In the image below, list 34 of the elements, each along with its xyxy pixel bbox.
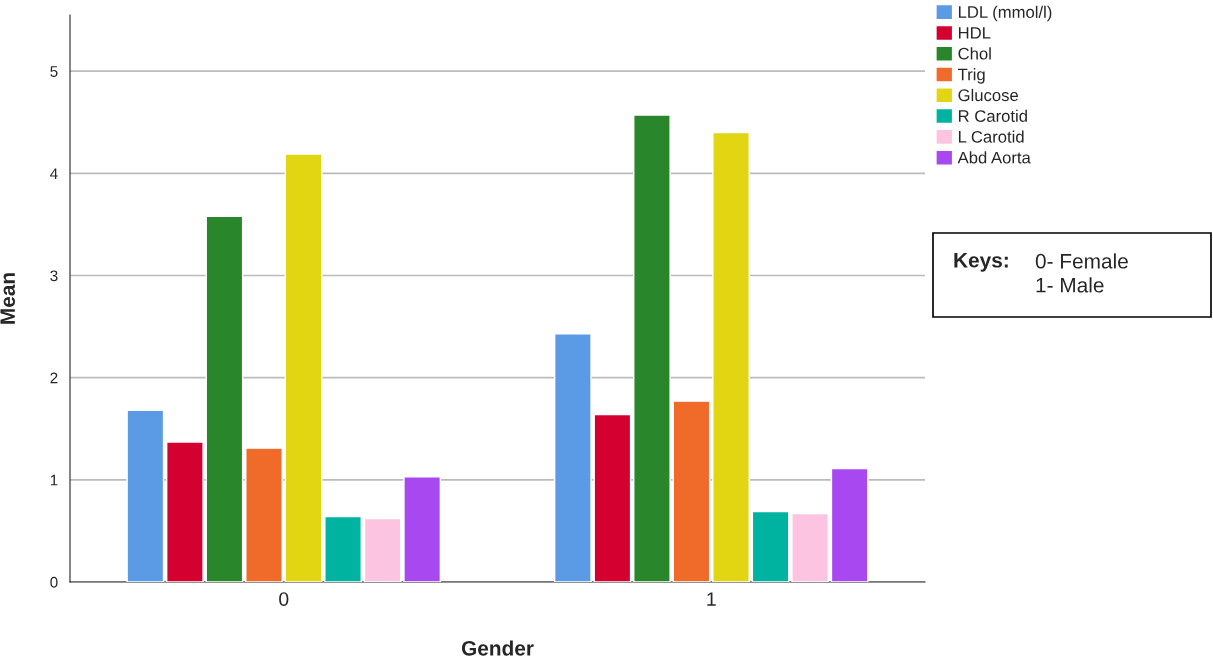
bar [363,517,402,582]
bar [245,447,283,582]
bar [324,515,362,582]
legend-label: LDL (mmol/l) [958,5,1052,22]
text: Keys: [954,253,1008,272]
y-tick-label: 0 [50,576,58,588]
bar [166,441,204,582]
bar [672,400,711,582]
bar [284,153,323,582]
bar [553,333,592,582]
y-tick-label: 4 [50,168,58,179]
bar [126,409,165,582]
y-tick-label: 2 [50,372,58,384]
legend-label: HDL [958,27,991,39]
legend-label: L Carotid [958,130,1024,143]
x-axis-title: Gender [461,640,534,656]
y-axis-title: Mean [0,273,16,324]
text: 0- Female 1- Male [1035,253,1128,293]
y-tick-label: 1 [50,474,58,486]
legend-label: Glucose [958,88,1019,102]
y-tick-label: 5 [50,66,58,77]
bar [593,413,632,582]
bar [633,114,671,582]
bar [751,510,790,582]
bar [830,467,869,582]
bar [205,215,244,582]
legend-label: Trig [957,68,985,84]
bar [712,131,750,582]
legend-label: Chol [958,47,991,60]
bar [791,512,829,582]
bar [403,476,442,582]
y-tick-label: 3 [50,270,58,282]
legend-label: Abd Aorta [957,151,1031,164]
legend-label: R Carotid [958,109,1027,122]
